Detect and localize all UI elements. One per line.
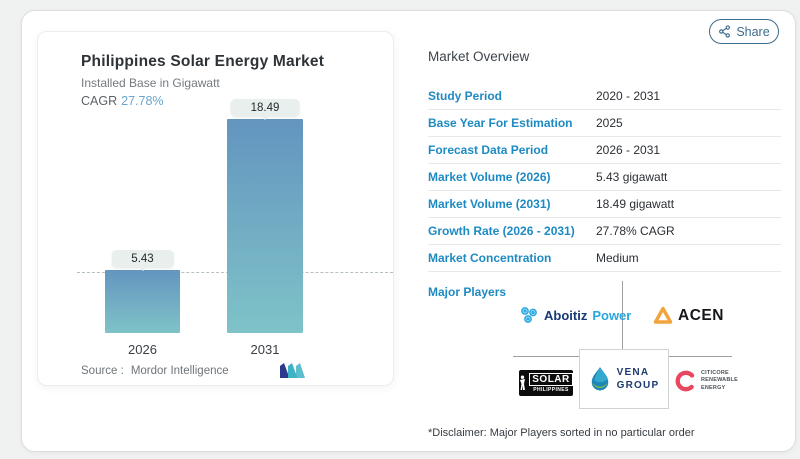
chart-panel: Philippines Solar Energy Market Installe…	[37, 31, 394, 386]
players-vertical-divider	[622, 281, 623, 350]
bar-2031	[227, 119, 303, 333]
market-overview-table: Study Period 2020 - 2031 Base Year For E…	[428, 83, 781, 272]
cagr-row: CAGR 27.78%	[81, 94, 164, 108]
table-row: Forecast Data Period 2026 - 2031	[428, 137, 781, 164]
citicore-c-icon	[673, 369, 697, 393]
table-row: Market Volume (2026) 5.43 gigawatt	[428, 164, 781, 191]
row-label: Growth Rate (2026 - 2031)	[428, 224, 575, 238]
solar-philippines-logo: SOLAR PHILIPPINES	[519, 370, 573, 396]
disclaimer-text: *Disclaimer: Major Players sorted in no …	[428, 427, 695, 439]
row-label: Market Volume (2026)	[428, 170, 551, 184]
solar-philippines-wordmark: SOLAR PHILIPPINES	[529, 373, 573, 393]
solar-figure-icon	[519, 375, 526, 391]
vena-wordmark: VENA GROUP	[617, 366, 660, 392]
table-row: Market Concentration Medium	[428, 245, 781, 272]
chart-subtitle: Installed Base in Gigawatt	[81, 76, 220, 90]
vena-line1: VENA	[616, 367, 650, 378]
market-overview-card: Share Philippines Solar Energy Market In…	[21, 10, 796, 452]
players-horizontal-connector-left	[513, 356, 579, 357]
row-value: 2026 - 2031	[596, 143, 661, 157]
mordor-intelligence-logo-icon	[280, 363, 305, 384]
major-players-label: Major Players	[428, 285, 507, 299]
x-axis-label-2031: 2031	[250, 342, 280, 357]
row-label: Base Year For Estimation	[428, 116, 573, 130]
row-value: 27.78% CAGR	[596, 224, 675, 238]
bar-2026	[105, 270, 180, 333]
value-label-2026: 5.43	[111, 250, 174, 268]
citicore-line2: RENEWABLE	[701, 377, 738, 384]
cagr-label: CAGR	[81, 94, 118, 108]
table-row: Market Volume (2031) 18.49 gigawatt	[428, 191, 781, 218]
table-row: Study Period 2020 - 2031	[428, 83, 781, 110]
row-value: 18.49 gigawatt	[596, 197, 675, 211]
value-label-2031: 18.49	[230, 99, 300, 117]
row-value: 5.43 gigawatt	[596, 170, 668, 184]
row-label: Market Concentration	[428, 251, 552, 265]
value-label-caret-2031	[260, 115, 270, 120]
row-value: 2020 - 2031	[596, 89, 661, 103]
row-label: Forecast Data Period	[428, 143, 549, 157]
table-row: Base Year For Estimation 2025	[428, 110, 781, 137]
players-horizontal-connector-right	[669, 356, 732, 357]
source-label: Source :	[81, 365, 124, 377]
aboitiz-wordmark: Aboitiz	[544, 307, 588, 323]
chart-title: Philippines Solar Energy Market	[81, 53, 325, 70]
acen-logo: ACEN	[653, 306, 724, 325]
solar-line2: PHILIPPINES	[533, 387, 569, 393]
source-row: Source : Mordor Intelligence	[81, 365, 229, 377]
citicore-line1: CITICORE	[701, 369, 729, 376]
vena-group-logo-card: VENA GROUP	[579, 349, 669, 409]
vena-drop-icon	[589, 366, 611, 392]
citicore-wordmark: CITICORE RENEWABLE ENERGY	[701, 370, 738, 392]
row-label: Study Period	[428, 89, 503, 103]
row-value: Medium	[596, 251, 639, 265]
share-button[interactable]: Share	[709, 19, 779, 44]
citicore-line3: ENERGY	[701, 384, 726, 391]
solar-line1: SOLAR	[529, 373, 573, 386]
value-label-caret-2026	[137, 266, 148, 271]
acen-triangle-icon	[653, 306, 673, 325]
aboitizpower-logo: Aboitiz Power	[519, 305, 631, 325]
source-name: Mordor Intelligence	[130, 365, 229, 377]
table-row: Growth Rate (2026 - 2031) 27.78% CAGR	[428, 218, 781, 245]
share-icon	[718, 25, 731, 38]
market-overview-title: Market Overview	[428, 49, 530, 64]
power-wordmark: Power	[592, 307, 632, 323]
row-value: 2025	[596, 116, 623, 130]
acen-wordmark: ACEN	[678, 306, 724, 324]
cagr-value: 27.78%	[121, 94, 164, 108]
x-axis-label-2026: 2026	[128, 342, 157, 357]
share-label: Share	[736, 24, 770, 39]
aboitiz-spiral-icon	[519, 305, 539, 325]
row-label: Market Volume (2031)	[428, 197, 551, 211]
citicore-logo: CITICORE RENEWABLE ENERGY	[673, 369, 738, 393]
vena-line2: GROUP	[616, 380, 660, 391]
